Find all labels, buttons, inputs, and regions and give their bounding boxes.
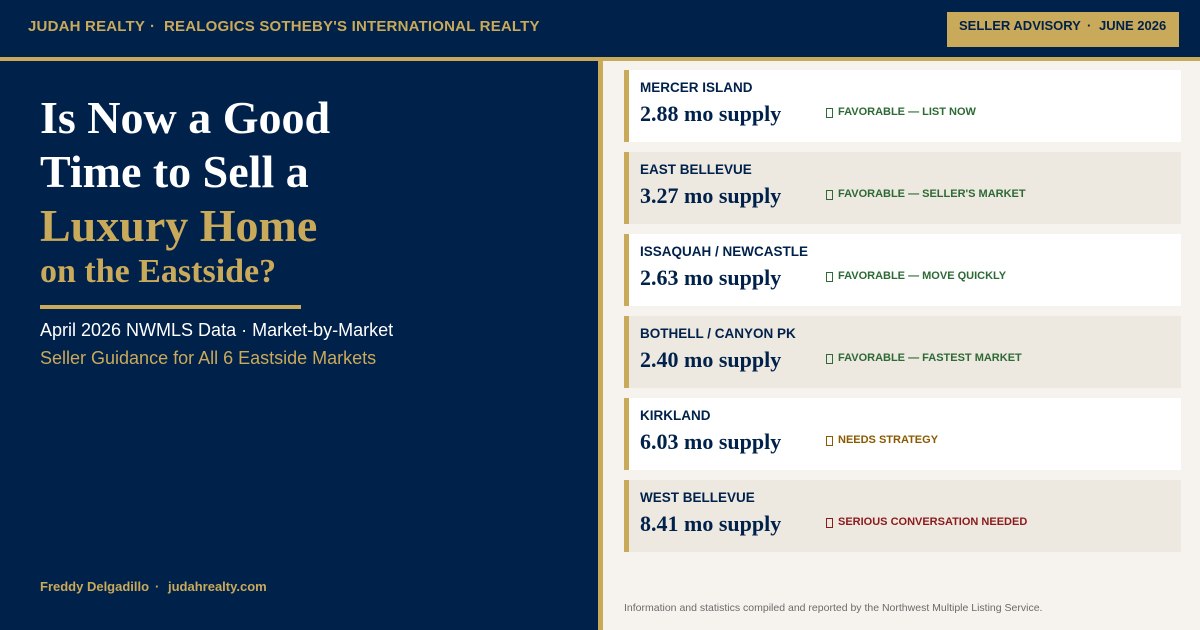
separator: · <box>1087 18 1092 33</box>
market-name: MERCER ISLAND <box>640 80 753 95</box>
market-status: FAVORABLE — FASTEST MARKET <box>838 352 1022 364</box>
hero-highlight: Luxury Home <box>40 200 318 251</box>
site: judahrealty.com <box>168 579 267 594</box>
badge <box>947 12 1179 47</box>
separator: · <box>150 18 156 35</box>
divider <box>598 61 603 630</box>
author: Freddy Delgadillo <box>40 579 150 594</box>
market-name: EAST BELLEVUE <box>640 162 752 177</box>
subtitle: April 2026 NWMLS Data · Market-by-Market <box>40 320 394 340</box>
market-card: EAST BELLEVUE 3.27 mo supply FAVORABLE — S… <box>624 152 1181 224</box>
market-status: FAVORABLE — LIST NOW <box>838 106 976 118</box>
hero-title: Time to Sell a <box>40 146 309 197</box>
status-icon <box>826 108 833 118</box>
market-name: BOTHELL / CANYON PK <box>640 326 796 341</box>
market-status: NEEDS STRATEGY <box>838 434 939 446</box>
separator: · <box>155 579 160 594</box>
hero-panel <box>0 61 598 630</box>
market-card: BOTHELL / CANYON PK 2.40 mo supply FAVORAB… <box>624 316 1181 388</box>
market-status: FAVORABLE — MOVE QUICKLY <box>838 270 1007 282</box>
status-icon <box>826 518 833 528</box>
market-card: KIRKLAND 6.03 mo supply NEEDS STRATEGY <box>624 398 1181 470</box>
market-card: WEST BELLEVUE 8.41 mo supply SERIOUS CONVE… <box>624 480 1181 552</box>
market-supply: 8.41 mo supply <box>640 511 782 536</box>
affiliate: REALOGICS SOTHEBY'S INTERNATIONAL REALTY <box>164 18 540 35</box>
market-supply: 3.27 mo supply <box>640 183 782 208</box>
status-icon <box>826 354 833 364</box>
hero-tail: on the Eastside? <box>40 253 277 290</box>
market-name: ISSAQUAH / NEWCASTLE <box>640 244 809 259</box>
market-status: SERIOUS CONVERSATION NEEDED <box>838 516 1028 528</box>
market-name: WEST BELLEVUE <box>640 490 755 505</box>
badge-label: SELLER ADVISORY <box>959 18 1081 33</box>
gold-rule <box>0 57 1200 61</box>
status-icon <box>826 436 833 446</box>
disclaimer: Information and statistics compiled and … <box>624 602 1043 614</box>
brand: JUDAH REALTY <box>28 18 146 35</box>
market-card: ISSAQUAH / NEWCASTLE 2.63 mo supply FAVORA… <box>624 234 1181 306</box>
status-icon <box>826 190 833 200</box>
market-supply: 2.88 mo supply <box>640 101 782 126</box>
market-name: KIRKLAND <box>640 408 711 423</box>
tagline: Seller Guidance for All 6 Eastside Marke… <box>40 348 377 368</box>
market-card: MERCER ISLAND 2.88 mo supply FAVORABLE — L… <box>624 70 1181 142</box>
market-supply: 6.03 mo supply <box>640 429 782 454</box>
status-icon <box>826 272 833 282</box>
market-supply: 2.63 mo supply <box>640 265 782 290</box>
market-status: FAVORABLE — SELLER'S MARKET <box>838 188 1026 200</box>
badge-date: JUNE 2026 <box>1099 18 1167 33</box>
hero-rule <box>40 305 301 309</box>
market-supply: 2.40 mo supply <box>640 347 782 372</box>
hero-title: Is Now a Good <box>40 92 331 143</box>
